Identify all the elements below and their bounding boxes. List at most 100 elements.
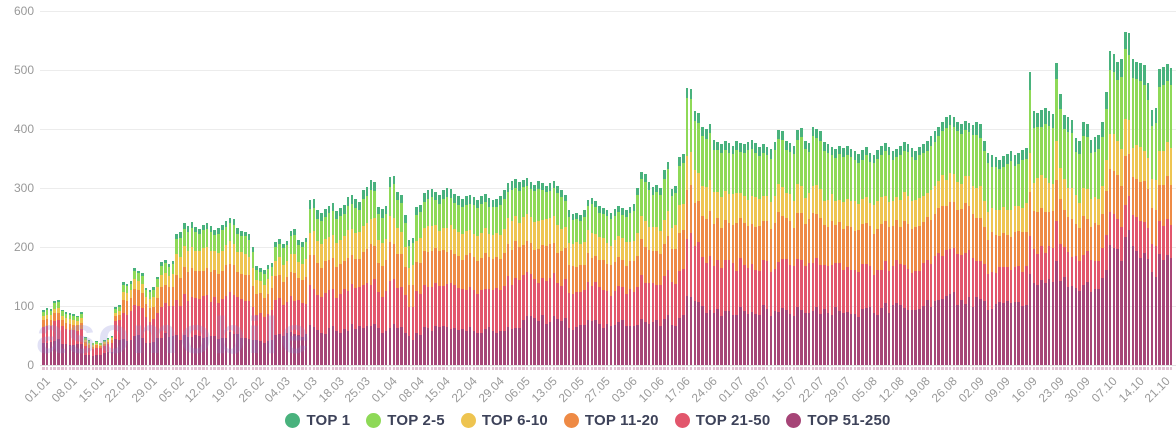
bar[interactable]	[864, 146, 868, 370]
bar[interactable]	[49, 308, 53, 370]
bar[interactable]	[323, 209, 327, 370]
bar[interactable]	[1009, 151, 1013, 370]
bar[interactable]	[1131, 59, 1135, 370]
bar[interactable]	[906, 144, 910, 370]
bar[interactable]	[1097, 134, 1100, 370]
bar[interactable]	[651, 186, 655, 370]
bar[interactable]	[255, 265, 258, 370]
bar[interactable]	[403, 215, 407, 370]
bar[interactable]	[941, 121, 944, 370]
bar[interactable]	[1112, 53, 1116, 370]
bar[interactable]	[971, 125, 975, 370]
bar[interactable]	[198, 229, 201, 370]
bar[interactable]	[613, 209, 617, 370]
bar[interactable]	[788, 143, 792, 370]
bar[interactable]	[510, 180, 514, 370]
bar[interactable]	[445, 188, 449, 370]
bar[interactable]	[914, 151, 918, 370]
bar[interactable]	[331, 203, 335, 370]
bar[interactable]	[346, 197, 350, 370]
bar[interactable]	[525, 178, 529, 370]
bar[interactable]	[533, 184, 537, 370]
bar[interactable]	[518, 182, 521, 370]
bar[interactable]	[1120, 59, 1123, 370]
bar[interactable]	[716, 142, 719, 370]
bar[interactable]	[609, 212, 613, 370]
bar[interactable]	[853, 151, 857, 370]
bar[interactable]	[499, 196, 502, 370]
bar[interactable]	[552, 180, 556, 370]
bar[interactable]	[983, 140, 986, 370]
bar[interactable]	[845, 145, 849, 370]
bar[interactable]	[175, 234, 178, 370]
bar[interactable]	[872, 155, 876, 370]
bar[interactable]	[407, 239, 411, 370]
bar[interactable]	[990, 155, 994, 370]
bar[interactable]	[503, 190, 506, 370]
bar[interactable]	[743, 144, 746, 370]
bar[interactable]	[647, 182, 651, 370]
bar[interactable]	[415, 206, 418, 370]
bar[interactable]	[87, 340, 91, 370]
bar[interactable]	[426, 190, 430, 370]
bar[interactable]	[209, 226, 213, 370]
bar[interactable]	[179, 231, 182, 370]
bar[interactable]	[594, 201, 598, 370]
bar[interactable]	[304, 237, 308, 370]
bar[interactable]	[895, 149, 899, 370]
bar[interactable]	[354, 199, 357, 370]
bar[interactable]	[45, 308, 49, 370]
bar[interactable]	[819, 131, 822, 370]
bar[interactable]	[1021, 150, 1024, 370]
bar[interactable]	[815, 129, 819, 370]
bar[interactable]	[392, 175, 396, 370]
bar[interactable]	[461, 198, 464, 370]
bar[interactable]	[762, 144, 765, 370]
bar[interactable]	[967, 123, 971, 370]
bar[interactable]	[796, 130, 799, 370]
bar[interactable]	[876, 150, 879, 370]
bar[interactable]	[243, 231, 247, 370]
legend-item-top-11-20[interactable]: TOP 11-20	[563, 412, 659, 429]
bar[interactable]	[811, 126, 815, 370]
bar[interactable]	[880, 145, 883, 370]
bar[interactable]	[723, 140, 727, 370]
bar[interactable]	[579, 215, 582, 370]
bar[interactable]	[1059, 93, 1062, 370]
bar[interactable]	[720, 144, 723, 370]
bar[interactable]	[823, 142, 826, 370]
bar[interactable]	[804, 140, 807, 370]
bar[interactable]	[205, 222, 209, 370]
bar[interactable]	[522, 179, 525, 370]
bar[interactable]	[449, 189, 453, 370]
bar[interactable]	[685, 87, 689, 370]
bar[interactable]	[327, 205, 331, 370]
bar[interactable]	[129, 281, 133, 370]
bar[interactable]	[476, 199, 479, 370]
bar[interactable]	[956, 121, 959, 370]
bar[interactable]	[1154, 107, 1158, 370]
bar[interactable]	[1047, 111, 1051, 370]
bar[interactable]	[544, 185, 548, 370]
bar[interactable]	[1169, 67, 1173, 370]
bar[interactable]	[670, 189, 674, 370]
bar[interactable]	[754, 143, 758, 370]
bar[interactable]	[228, 217, 232, 370]
bar[interactable]	[114, 307, 117, 370]
bar[interactable]	[247, 234, 251, 370]
bar[interactable]	[1101, 121, 1104, 370]
bar[interactable]	[57, 300, 60, 370]
bar[interactable]	[624, 210, 628, 370]
bar[interactable]	[396, 191, 399, 370]
bar[interactable]	[102, 340, 106, 370]
bar[interactable]	[861, 150, 864, 370]
bar[interactable]	[400, 195, 403, 370]
bar[interactable]	[483, 193, 487, 370]
bar[interactable]	[701, 126, 704, 370]
bar[interactable]	[994, 157, 998, 370]
bar[interactable]	[1070, 119, 1074, 370]
bar[interactable]	[411, 237, 415, 370]
bar[interactable]	[1108, 51, 1112, 370]
bar[interactable]	[350, 195, 354, 370]
bar[interactable]	[160, 262, 163, 370]
